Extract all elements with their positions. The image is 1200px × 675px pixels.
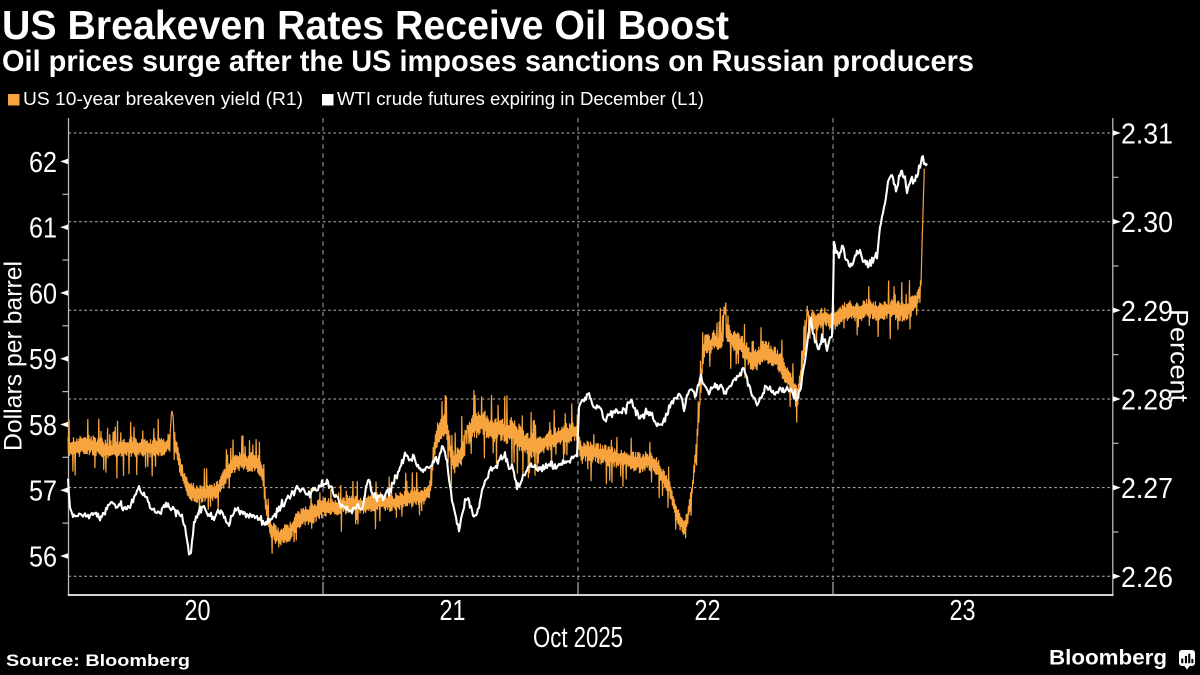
svg-text:Oct 2025: Oct 2025 — [533, 622, 623, 654]
svg-text:Percent: Percent — [1165, 309, 1193, 402]
svg-text:21: 21 — [440, 595, 466, 627]
svg-text:2.27: 2.27 — [1121, 473, 1173, 505]
svg-text:59: 59 — [29, 344, 57, 376]
svg-text:57: 57 — [29, 476, 57, 508]
svg-text:Oil prices surge after the US: Oil prices surge after the US imposes sa… — [2, 45, 974, 78]
svg-text:61: 61 — [29, 213, 57, 245]
svg-text:US Breakeven Rates Receive Oil: US Breakeven Rates Receive Oil Boost — [2, 2, 729, 48]
svg-text:20: 20 — [185, 595, 211, 627]
svg-text:Bloomberg: Bloomberg — [1049, 647, 1167, 670]
svg-text:Source: Bloomberg: Source: Bloomberg — [6, 651, 190, 670]
svg-text:62: 62 — [29, 147, 57, 179]
svg-text:WTI crude futures expiring in: WTI crude futures expiring in December (… — [337, 89, 704, 109]
svg-text:23: 23 — [950, 595, 976, 627]
svg-text:Dollars per barrel: Dollars per barrel — [0, 261, 28, 451]
svg-text:22: 22 — [695, 595, 721, 627]
svg-text:60: 60 — [29, 278, 57, 310]
svg-text:2.26: 2.26 — [1121, 562, 1173, 594]
svg-text:56: 56 — [29, 542, 57, 574]
svg-text:2.28: 2.28 — [1121, 385, 1173, 417]
svg-text:2.29: 2.29 — [1121, 296, 1173, 328]
svg-text:US 10-year breakeven yield (R1: US 10-year breakeven yield (R1) — [23, 89, 303, 109]
svg-text:2.30: 2.30 — [1121, 207, 1173, 239]
svg-text:58: 58 — [29, 410, 57, 442]
svg-text:2.31: 2.31 — [1121, 119, 1173, 151]
